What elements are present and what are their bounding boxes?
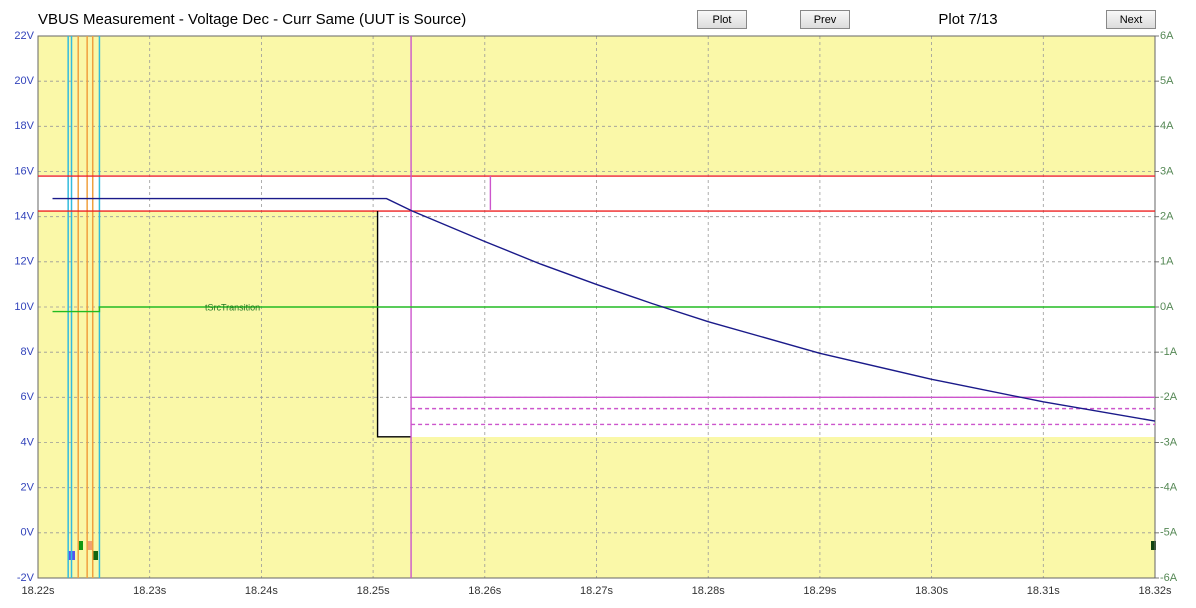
y2-tick-label: 0A <box>1160 301 1174 313</box>
x-tick-label: 18.26s <box>468 585 502 597</box>
y-tick-label: 8V <box>21 346 35 358</box>
x-tick-label: 18.23s <box>133 585 167 597</box>
y2-tick-label: 3A <box>1160 165 1174 177</box>
y-tick-label: 10V <box>14 301 34 313</box>
y-tick-label: 20V <box>14 75 34 87</box>
x-tick-label: 18.24s <box>245 585 279 597</box>
plot-background <box>38 36 1155 578</box>
y-tick-label: 6V <box>21 391 35 403</box>
plot-frame <box>37 35 1156 579</box>
y-tick-label: 12V <box>14 256 34 268</box>
y2-tick-label: 5A <box>1160 75 1174 87</box>
series-line <box>52 306 1155 313</box>
y-tick-label: 22V <box>14 30 34 42</box>
series-line <box>376 211 412 438</box>
prev-button[interactable]: Prev <box>800 10 850 29</box>
marker-block <box>93 551 98 560</box>
x-tick-label: 18.25s <box>357 585 391 597</box>
tolerance-band <box>377 211 1155 437</box>
x-tick-label: 18.27s <box>580 585 614 597</box>
y-tick-label: 18V <box>14 120 34 132</box>
y2-tick-label: -2A <box>1160 391 1178 403</box>
chart-title: VBUS Measurement - Voltage Dec - Curr Sa… <box>38 11 466 28</box>
tolerance-band <box>38 175 1155 211</box>
y2-tick-label: -4A <box>1160 482 1178 494</box>
marker-block <box>87 541 93 550</box>
y2-tick-label: 2A <box>1160 211 1174 223</box>
x-tick-label: 18.32s <box>1138 585 1172 597</box>
y-tick-label: 2V <box>21 482 35 494</box>
plot-counter: Plot 7/13 <box>938 11 997 28</box>
y2-tick-label: -1A <box>1160 346 1178 358</box>
y-tick-label: 14V <box>14 211 34 223</box>
x-tick-label: 18.22s <box>21 585 55 597</box>
annotation: tSrcTransition <box>205 302 260 312</box>
y-tick-label: 16V <box>14 165 34 177</box>
plot-button[interactable]: Plot <box>697 10 747 29</box>
y2-tick-label: -5A <box>1160 527 1178 539</box>
marker-block <box>1151 541 1156 550</box>
y-tick-label: -2V <box>17 572 35 584</box>
x-tick-label: 18.29s <box>803 585 837 597</box>
marker-block <box>78 541 83 550</box>
series-line <box>52 197 1156 422</box>
x-tick-label: 18.30s <box>915 585 949 597</box>
y2-tick-label: -6A <box>1160 572 1178 584</box>
y2-tick-label: 4A <box>1160 120 1174 132</box>
x-tick-label: 18.31s <box>1027 585 1061 597</box>
y-tick-label: 0V <box>21 527 35 539</box>
next-button[interactable]: Next <box>1106 10 1156 29</box>
marker-block <box>68 551 75 560</box>
y2-tick-label: 1A <box>1160 256 1174 268</box>
y2-tick-label: 6A <box>1160 30 1174 42</box>
y2-tick-label: -3A <box>1160 436 1178 448</box>
x-tick-label: 18.28s <box>692 585 726 597</box>
y-tick-label: 4V <box>21 436 35 448</box>
